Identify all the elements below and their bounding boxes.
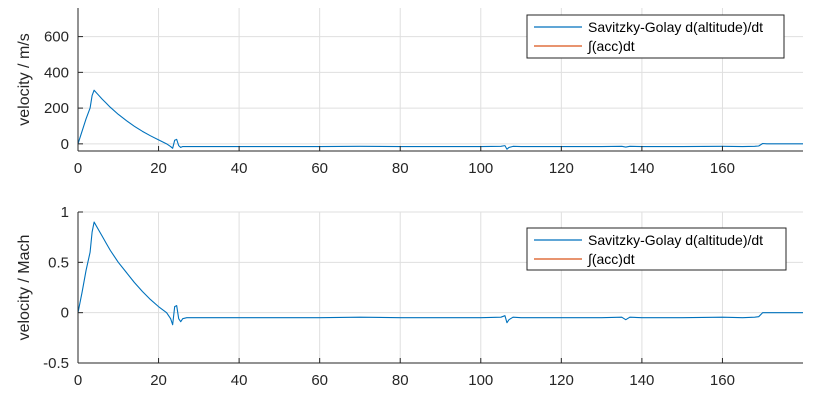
x-tick-label: 0 bbox=[74, 160, 82, 177]
x-tick-label: 140 bbox=[629, 372, 654, 389]
y-tick-label: 200 bbox=[44, 100, 69, 117]
x-tick-label: 100 bbox=[468, 372, 493, 389]
chart-1: 0 20 40 60 80 100 120 140 160 0 200 400 600 velocity … bbox=[16, 8, 803, 177]
x-tick-label: 80 bbox=[392, 372, 409, 389]
y-tick-label: 600 bbox=[44, 29, 69, 46]
x-tick-label: 20 bbox=[150, 372, 167, 389]
y-tick-label: 400 bbox=[44, 64, 69, 81]
series-line-1 bbox=[78, 89, 803, 150]
legend: Savitzky-Golay d(altitude)/dt ∫(acc)dt bbox=[526, 227, 787, 271]
x-tick-label: 120 bbox=[549, 372, 574, 389]
legend-entry: ∫(acc)dt bbox=[587, 251, 635, 267]
x-tick-label: 160 bbox=[710, 160, 735, 177]
legend-entry: ∫(acc)dt bbox=[587, 38, 635, 54]
x-tick-label: 60 bbox=[311, 160, 328, 177]
y-axis-label: velocity / m/s bbox=[16, 33, 33, 125]
x-tick-label: 0 bbox=[74, 372, 82, 389]
y-axis-label: velocity / Mach bbox=[16, 235, 33, 341]
y-tick-label: 0.5 bbox=[48, 254, 69, 271]
x-tick-label: 160 bbox=[710, 372, 735, 389]
x-tick-label: 80 bbox=[392, 160, 409, 177]
x-tick-label: 100 bbox=[468, 160, 493, 177]
y-tick-label: 0 bbox=[61, 136, 69, 153]
legend: Savitzky-Golay d(altitude)/dt ∫(acc)dt bbox=[526, 14, 785, 59]
y-tick-label: -0.5 bbox=[43, 355, 69, 372]
y-tick-label: 1 bbox=[61, 204, 69, 221]
series-line-1 bbox=[78, 221, 803, 326]
x-tick-label: 20 bbox=[150, 160, 167, 177]
x-tick-label: 40 bbox=[231, 160, 248, 177]
legend-entry: Savitzky-Golay d(altitude)/dt bbox=[588, 232, 763, 248]
x-tick-label: 40 bbox=[231, 372, 248, 389]
x-tick-label: 120 bbox=[549, 160, 574, 177]
chart-2: 0 20 40 60 80 100 120 140 160 -0.5 0 0.5 1 velocity /… bbox=[16, 204, 803, 389]
legend-box bbox=[526, 14, 785, 59]
x-tick-label: 60 bbox=[311, 372, 328, 389]
legend-box bbox=[526, 227, 787, 271]
x-tick-label: 140 bbox=[629, 160, 654, 177]
legend-entry: Savitzky-Golay d(altitude)/dt bbox=[588, 19, 763, 35]
y-tick-label: 0 bbox=[61, 305, 69, 322]
